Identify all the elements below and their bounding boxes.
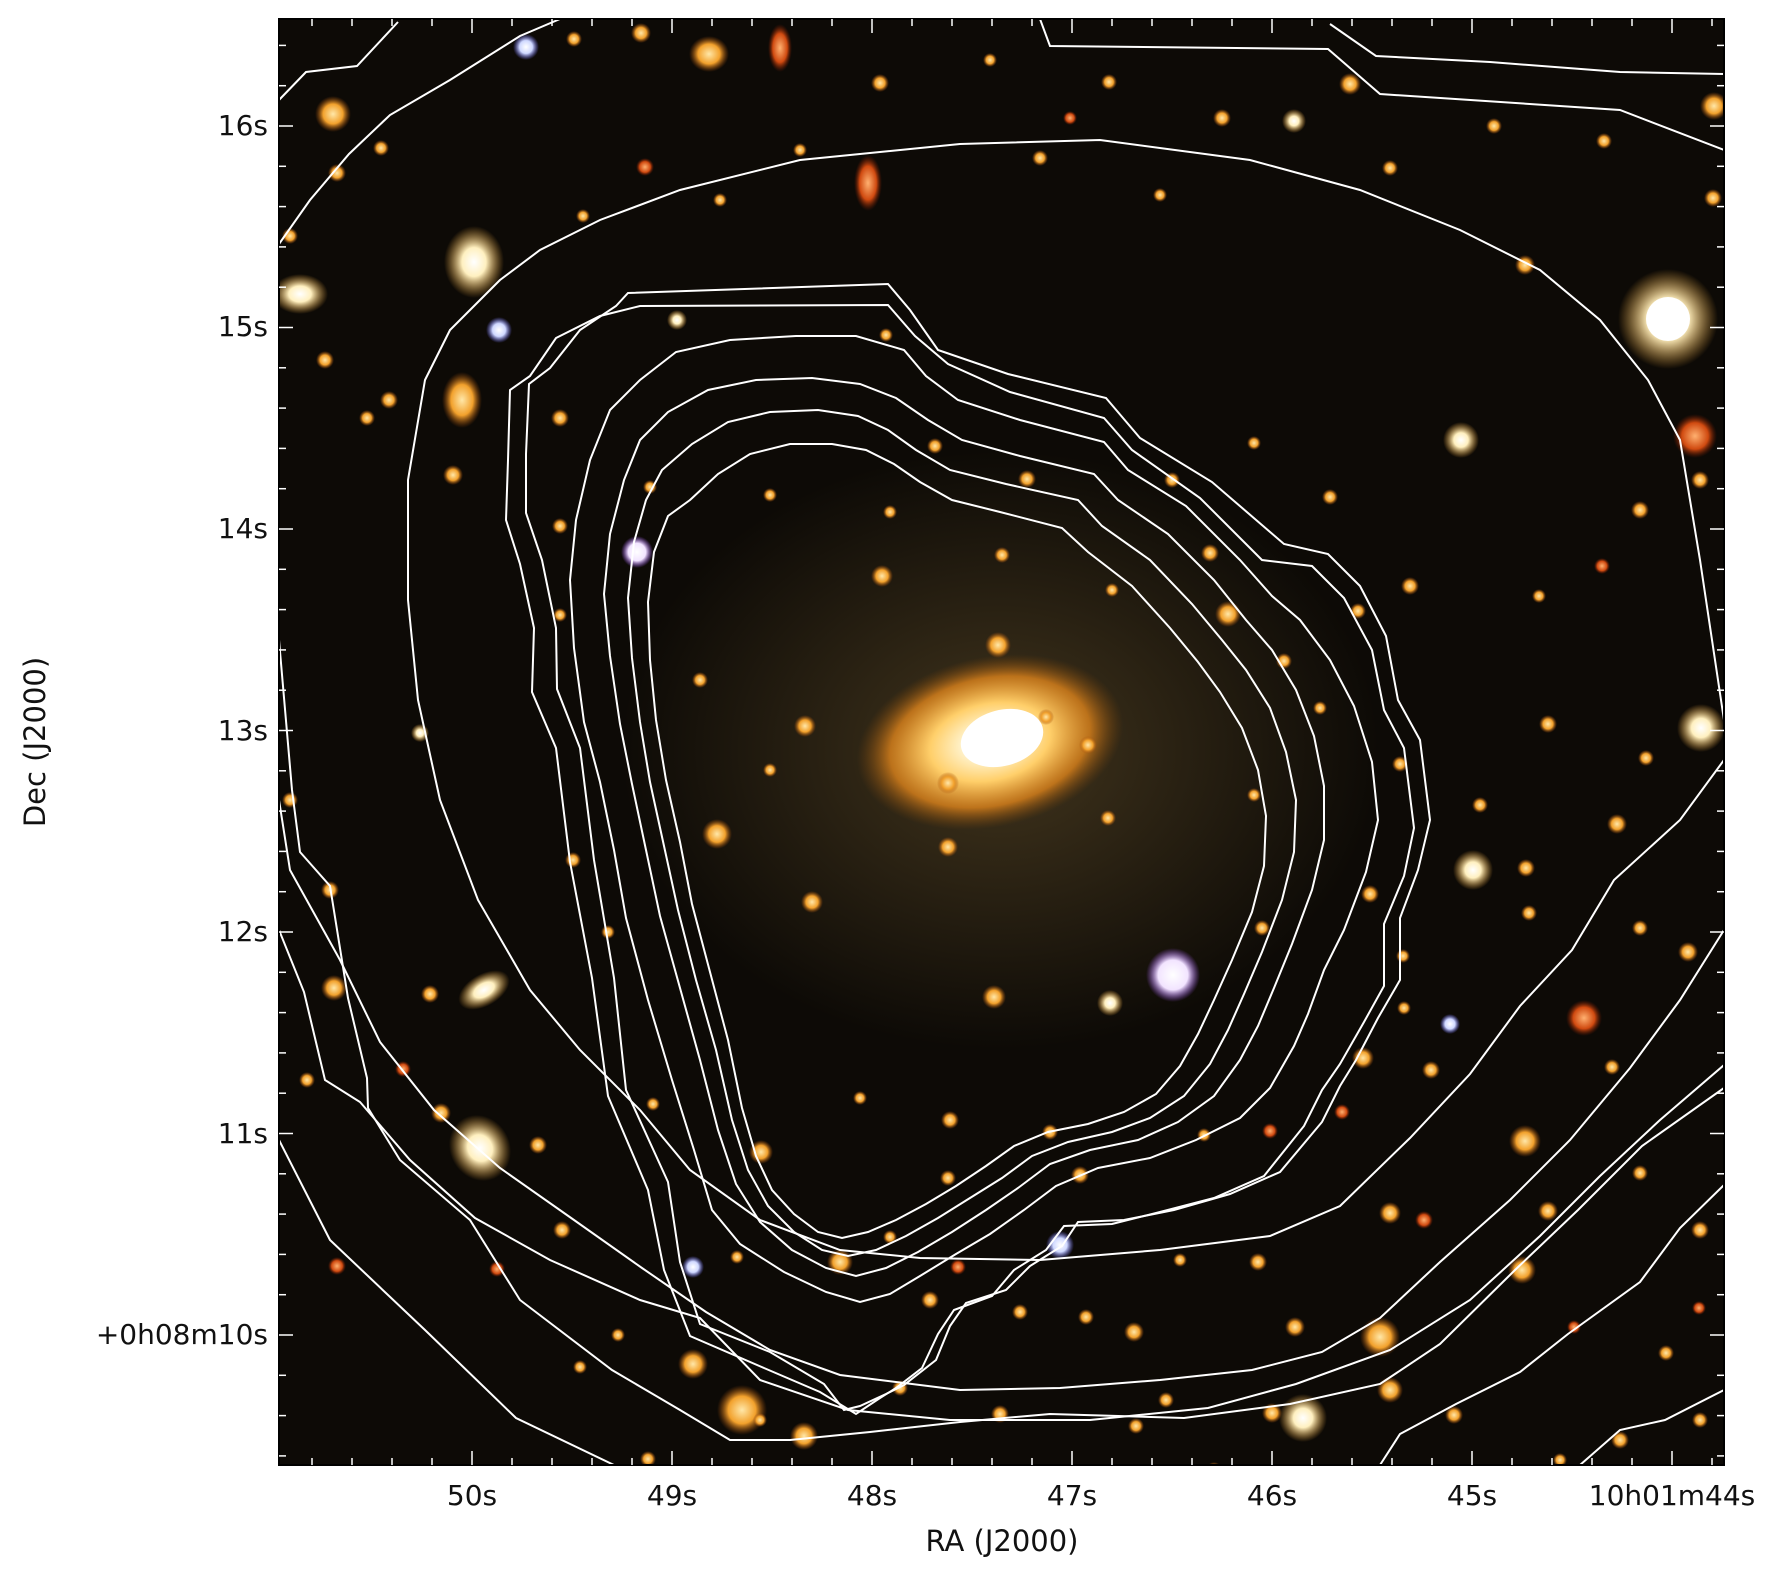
contour-r5 <box>626 408 1298 1258</box>
x-tick-label: 49s <box>647 1479 697 1512</box>
x-tick-label: 48s <box>847 1479 897 1512</box>
x-tick-labels: 50s 49s 48s 47s 46s 45s 10h01m44s <box>447 1479 1755 1512</box>
contour-r2 <box>504 303 1416 1416</box>
y-tick-label: 12s <box>218 915 268 948</box>
contour-top-2 <box>1039 19 1724 151</box>
tick-marks <box>279 19 1724 1465</box>
y-tick-label: 13s <box>218 714 268 747</box>
contour-outer-4 <box>279 1139 615 1465</box>
sky-image-content <box>279 19 1724 1465</box>
contour-lines <box>279 19 1724 1465</box>
contour-top-3 <box>1329 23 1724 75</box>
x-tick-label: 10h01m44s <box>1589 1479 1756 1512</box>
y-tick-label: 11s <box>218 1117 268 1150</box>
contour-r3 <box>568 335 1380 1304</box>
y-tick-label: 14s <box>218 512 268 545</box>
x-tick-label: 50s <box>447 1479 497 1512</box>
y-tick-label: 16s <box>218 109 268 142</box>
contour-top-1 <box>279 21 399 101</box>
contour-main <box>407 138 1724 1262</box>
y-axis-label: Dec (J2000) <box>18 657 52 827</box>
x-tick-label: 46s <box>1247 1479 1297 1512</box>
x-axis-label: RA (J2000) <box>925 1524 1078 1558</box>
contour-r1 <box>525 282 1432 1412</box>
contour-r4 <box>602 376 1325 1278</box>
contour-ring-a <box>279 799 1724 1392</box>
y-tick-label: +0h08m10s <box>96 1318 268 1351</box>
bright-sources <box>279 24 1724 1442</box>
field-galaxies <box>282 23 1722 1465</box>
contour-r6 <box>646 443 1268 1240</box>
contour-outer-5 <box>1579 1389 1724 1465</box>
contour-top-4 <box>279 19 561 245</box>
x-tick-label: 47s <box>1047 1479 1097 1512</box>
y-tick-labels: 16s 15s 14s 13s 12s 11s +0h08m10s <box>96 109 268 1351</box>
contour-outer-1 <box>1379 1184 1724 1465</box>
plot-frame <box>278 18 1725 1466</box>
x-tick-label: 45s <box>1447 1479 1497 1512</box>
contour-outer-2 <box>279 639 1724 1441</box>
y-tick-label: 15s <box>218 310 268 343</box>
